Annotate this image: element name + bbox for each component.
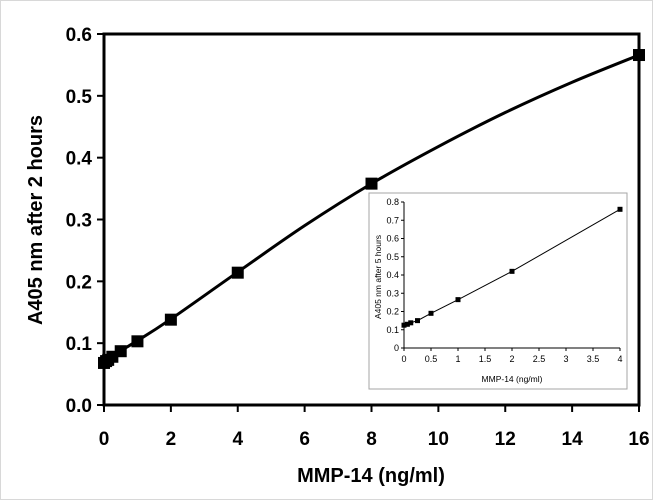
inset-x-tick-label: 3 — [563, 354, 568, 364]
main-x-tick-label: 16 — [628, 429, 649, 450]
inset-y-tick-label: 0.3 — [386, 288, 399, 298]
main-x-tick-label: 14 — [562, 429, 584, 450]
inset-x-tick-label: 0.5 — [425, 354, 438, 364]
main-x-tick-label: 0 — [99, 429, 110, 450]
main-data-point — [164, 313, 177, 326]
inset-x-tick-label: 4 — [617, 354, 622, 364]
inset-data-point — [509, 268, 515, 274]
inset-y-tick-label: 0.8 — [386, 197, 399, 207]
inset-data-point — [428, 310, 434, 316]
main-y-tick-label: 0.5 — [66, 87, 93, 108]
inset-y-tick-label: 0.2 — [386, 307, 399, 317]
inset-x-tick-label: 2.5 — [533, 354, 546, 364]
inset-y-tick-label: 0.7 — [386, 215, 399, 225]
main-y-tick-label: 0.1 — [66, 334, 93, 355]
inset-y-tick-label: 0.6 — [386, 234, 399, 244]
inset-x-tick-label: 2 — [509, 354, 514, 364]
inset-data-point — [455, 297, 461, 303]
main-x-axis-label: MMP-14 (ng/ml) — [297, 465, 445, 487]
main-x-tick-label: 4 — [232, 429, 243, 450]
inset-x-ticks: 0 0.5 1 1.5 2 2.5 3 3.5 4 — [401, 348, 623, 364]
main-data-points — [98, 49, 645, 369]
inset-data-point — [415, 318, 420, 324]
main-y-axis-label: A405 nm after 2 hours — [25, 115, 47, 325]
main-fit-curve — [103, 53, 640, 362]
inset-x-axis-label: MMP-14 (ng/ml) — [482, 374, 543, 384]
main-y-ticks: 0.0 0.1 0.2 0.3 0.4 0.5 0.6 — [66, 25, 104, 417]
main-data-point — [633, 49, 645, 62]
inset-data-points — [401, 206, 623, 328]
main-y-tick-label: 0.0 — [66, 396, 92, 417]
inset-y-tick-label: 0.5 — [386, 252, 399, 262]
main-data-point — [114, 345, 127, 358]
main-y-tick-label: 0.4 — [66, 149, 93, 170]
main-data-point — [365, 177, 378, 190]
main-y-tick-label: 0.3 — [66, 211, 92, 232]
inset-x-tick-label: 1 — [455, 354, 460, 364]
inset-y-axis-label: A405 nm after 5 hours — [373, 235, 383, 319]
inset-data-point — [404, 321, 410, 327]
inset-plot: 0 0.1 0.2 0.3 0.4 0.5 0.6 0.7 0.8 0 0.5 1 1.5 2 2.5 3 3… — [368, 192, 628, 390]
inset-data-point — [617, 206, 623, 212]
main-x-ticks: 0 2 4 6 8 10 12 14 16 — [99, 405, 650, 450]
inset-data-point — [401, 322, 407, 328]
main-data-point — [131, 335, 144, 348]
main-x-tick-label: 2 — [166, 429, 177, 450]
main-y-tick-label: 0.2 — [66, 272, 92, 293]
main-x-tick-label: 10 — [428, 429, 449, 450]
main-y-tick-label: 0.6 — [66, 25, 92, 46]
inset-y-tick-label: 0.4 — [386, 270, 399, 280]
inset-x-tick-label: 1.5 — [479, 354, 492, 364]
inset-y-ticks: 0 0.1 0.2 0.3 0.4 0.5 0.6 0.7 0.8 — [386, 197, 404, 353]
main-data-point — [231, 266, 244, 279]
inset-y-tick-label: 0.1 — [386, 325, 399, 335]
inset-y-tick-label: 0 — [394, 343, 399, 353]
inset-x-tick-label: 0 — [401, 354, 406, 364]
main-x-tick-label: 12 — [495, 429, 516, 450]
main-x-tick-label: 6 — [299, 429, 310, 450]
inset-data-point — [408, 320, 414, 326]
main-x-tick-label: 8 — [366, 429, 377, 450]
inset-x-tick-label: 3.5 — [587, 354, 600, 364]
inset-panel — [368, 192, 628, 390]
